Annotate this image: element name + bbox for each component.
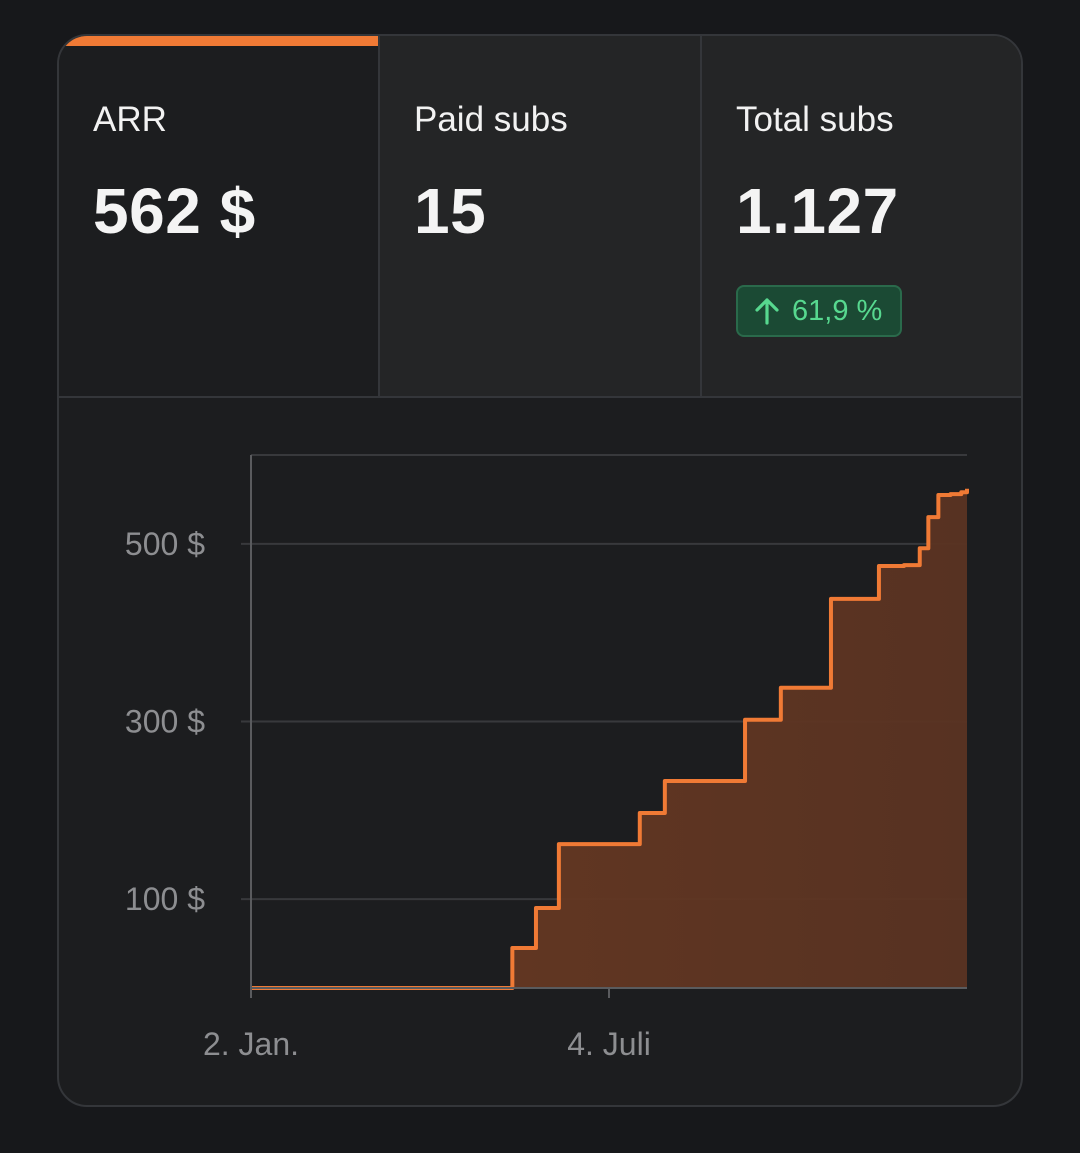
arr-card: ARR 562 $ Paid subs 15 Total subs 1.127 … <box>57 34 1023 1107</box>
stat-label-arr: ARR <box>93 100 167 139</box>
arrow-up-icon <box>755 298 779 325</box>
stat-value-paid-subs: 15 <box>414 175 487 247</box>
stat-tab-paid-subs[interactable]: Paid subs 15 <box>380 36 702 396</box>
stat-label-total-subs: Total subs <box>736 100 894 139</box>
change-badge: 61,9 % <box>736 285 903 337</box>
stat-value-total-subs: 1.127 <box>736 175 899 247</box>
stat-tab-total-subs[interactable]: Total subs 1.127 61,9 % <box>702 36 1021 396</box>
arr-series-line <box>251 488 969 990</box>
stats-row: ARR 562 $ Paid subs 15 Total subs 1.127 … <box>59 36 1021 398</box>
area-fill <box>251 488 967 988</box>
y-tick-label: 500 $ <box>125 526 205 562</box>
arr-chart: 100 $ 300 $ 500 $ 2. Jan. 4. Juli <box>125 454 969 1062</box>
stat-tab-arr[interactable]: ARR 562 $ <box>59 36 380 396</box>
stat-label-paid-subs: Paid subs <box>414 100 568 139</box>
x-tick-label: 4. Juli <box>567 1026 651 1062</box>
change-badge-value: 61,9 % <box>792 294 883 327</box>
stat-value-arr: 562 $ <box>93 175 256 247</box>
x-tick-label: 2. Jan. <box>203 1026 299 1062</box>
active-tab-indicator <box>59 36 378 46</box>
y-tick-label: 100 $ <box>125 881 205 917</box>
chart-area: 100 $ 300 $ 500 $ 2. Jan. 4. Juli <box>59 398 1021 1105</box>
y-tick-label: 300 $ <box>125 704 205 740</box>
